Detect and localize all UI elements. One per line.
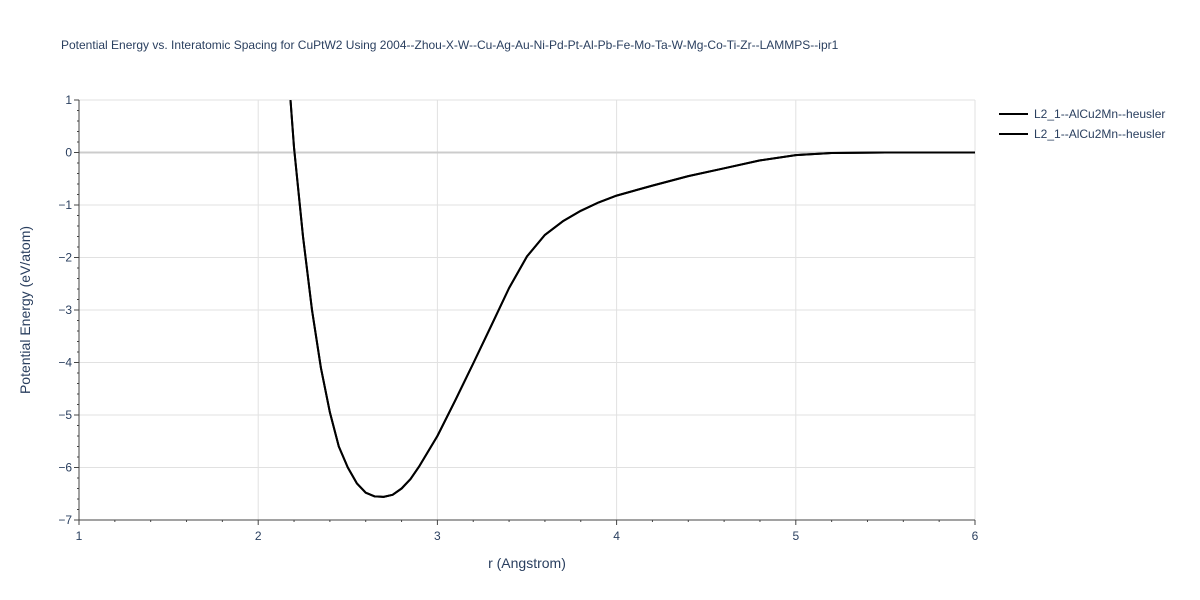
y-tick-label: −5 [58,408,72,422]
x-axis-title: r (Angstrom) [488,555,566,571]
ticks-layer: 1 2 3 4 5 6 1 0 −1 −2 −3 −4 −5 −6 −7 [58,93,978,543]
y-tick-label: 0 [65,146,72,160]
grid-layer [79,99,976,520]
chart-title: Potential Energy vs. Interatomic Spacing… [61,38,839,52]
x-tick-label: 6 [972,529,979,543]
series-layer [289,100,975,498]
legend-label: L2_1--AlCu2Mn--heusler [1034,127,1165,141]
y-tick-label: −3 [58,303,72,317]
legend: L2_1--AlCu2Mn--heusler L2_1--AlCu2Mn--heu… [999,107,1165,141]
x-tick-label: 3 [434,529,441,543]
y-tick-label: −4 [58,356,72,370]
legend-label: L2_1--AlCu2Mn--heusler [1034,107,1165,121]
y-axis-title: Potential Energy (eV/atom) [17,226,33,394]
y-tick-label: −7 [58,513,72,527]
x-tick-label: 4 [613,529,620,543]
x-tick-label: 2 [255,529,262,543]
x-tick-label: 1 [76,529,83,543]
series-line-2 [289,100,975,498]
y-tick-label: −2 [58,251,72,265]
y-tick-label: −1 [58,198,72,212]
y-tick-label: 1 [65,93,72,107]
y-tick-label: −6 [58,461,72,475]
x-tick-label: 5 [792,529,799,543]
series-line-1 [289,100,975,498]
